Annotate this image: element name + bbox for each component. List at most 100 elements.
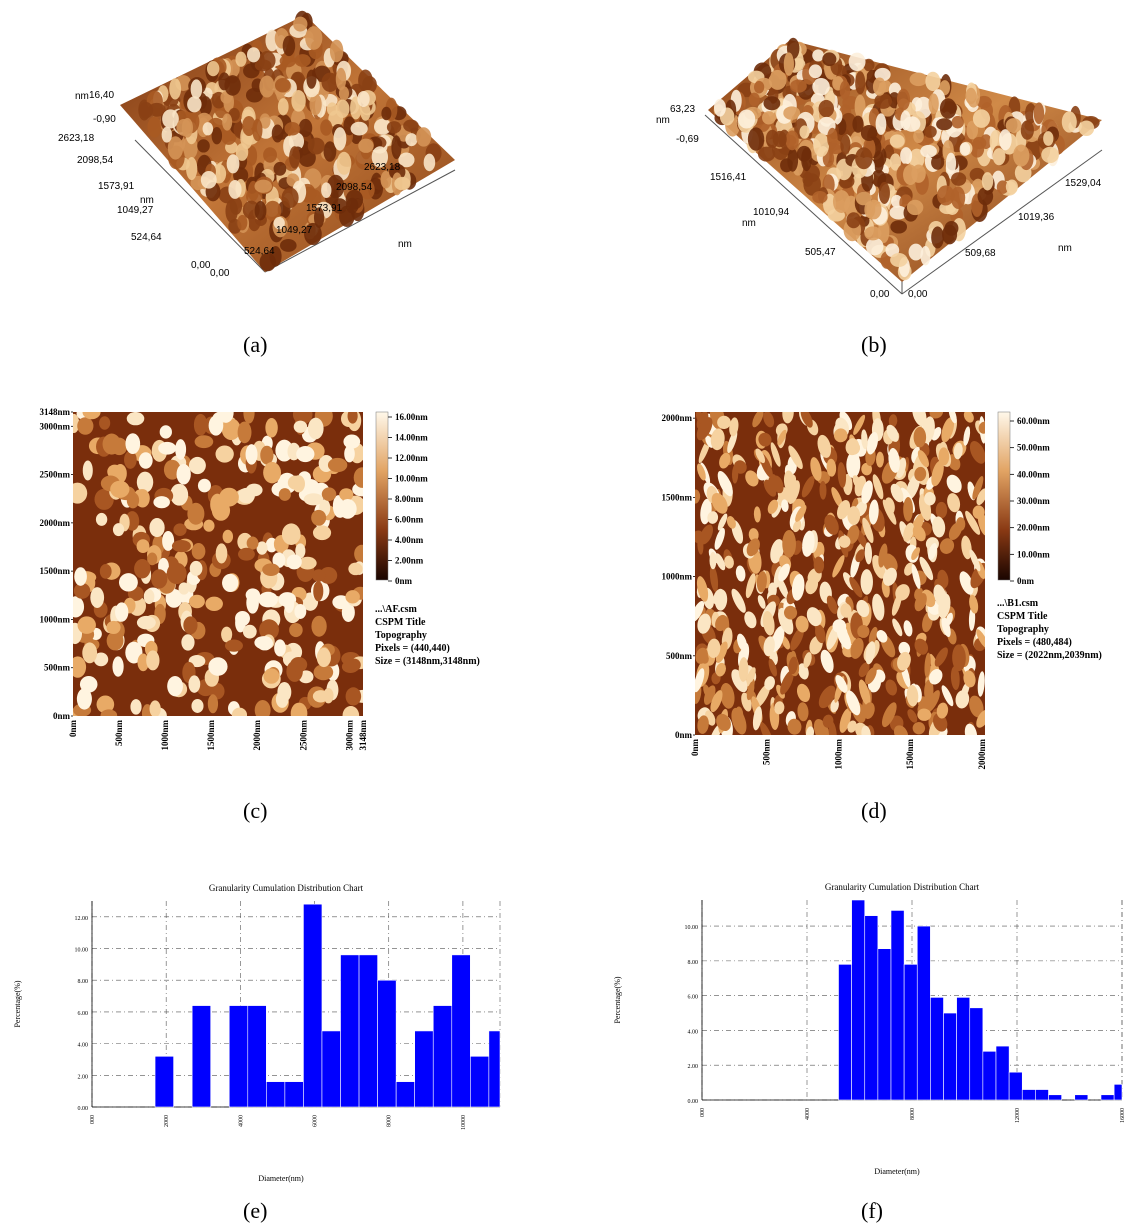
surface-bump [909,72,928,87]
grain [936,702,949,719]
grain [858,679,871,706]
surface-bump [398,152,415,168]
histogram-bar [956,997,971,1101]
surface-bump [832,190,851,214]
surface-bump [199,96,212,116]
surface-bump [359,179,375,200]
grain [343,434,361,449]
surface-bump [1005,179,1018,195]
surface-bump [801,147,812,172]
grain [818,685,836,709]
right-axis-tick-b: 1019,36 [1018,212,1055,223]
grain [746,538,760,557]
grain [938,593,951,619]
colorbar-tick-label-c: 14.00nm [395,433,428,443]
grain [858,662,870,678]
grain [345,590,360,604]
surface-bump [202,122,214,136]
surface-bump [190,79,203,99]
grain [745,573,756,599]
surface-bump [783,52,794,76]
grain [242,624,257,639]
surface-bump [329,39,344,63]
grain [296,446,315,463]
y-tick-label-c: 1000nm [39,614,70,624]
surface-bump [360,104,371,121]
surface-bump [405,133,418,147]
grain [735,565,746,582]
surface-bump [313,207,325,228]
grain [729,417,739,437]
grain [878,543,888,568]
grain [263,668,280,684]
grain [778,563,790,582]
grain [862,517,874,544]
grain [744,611,757,629]
surface-bump [304,222,322,246]
left-axis-tick-b: 505,47 [805,247,836,258]
surface-bump [848,52,866,72]
histogram-bar [358,954,378,1108]
surface-bump [999,129,1012,151]
grain [768,658,778,677]
grain [137,653,149,672]
colorbar-tick-label-d: 60.00nm [1017,416,1050,426]
grain [752,412,764,428]
grain [787,480,800,504]
grain [238,547,255,561]
surface-bump [799,125,810,139]
surface-bump [237,214,248,231]
colorbar-tick-label-c: 16.00nm [395,412,428,422]
surface-bump [772,130,787,148]
grain [715,641,728,663]
grain [222,529,234,544]
grain [194,435,214,449]
grain [738,657,749,682]
grain [874,669,886,683]
grain [173,523,187,537]
grain [969,440,985,464]
grain [94,488,114,510]
surface-bump [713,98,726,117]
grain [277,682,292,702]
surface-bump [280,239,297,252]
grain [231,707,248,716]
surface-bump [981,172,994,191]
surface-bump [161,126,172,143]
histogram-bar [969,1007,984,1101]
grain [715,614,728,632]
y-tick-label: 10.00 [75,948,89,954]
histogram-bar [414,1030,434,1108]
x-tick-label-d: 1500nm [905,739,915,770]
grain [197,478,211,493]
surface-bump [812,49,824,62]
grain [76,688,92,710]
surface-bump [939,98,957,119]
grain [969,549,981,572]
grain [176,463,191,485]
grain [964,723,978,735]
grain [188,456,206,475]
grain [188,675,201,693]
grain [93,652,109,667]
colorbar-tick-label-c: 8.00nm [395,494,424,504]
grain [136,539,150,553]
right-axis-tick-a: 2098,54 [336,182,373,193]
surface-bump [271,124,284,143]
left-axis-tick-a: 2098,54 [77,155,114,166]
surface-bump [976,95,992,109]
right-axis-unit-b: nm [1058,243,1072,254]
grain [720,682,735,709]
x-tick-label: 16000 [1120,1108,1126,1123]
grain [167,675,183,697]
grain [99,563,112,579]
x-tick-label: 2000 [164,1115,170,1127]
surface-bump [389,163,406,180]
grain [828,720,837,735]
right-axis-unit-a: nm [398,239,412,250]
left-axis-tick-a: 0,00 [191,260,211,271]
surface-bump [951,172,967,186]
file-info-line: Pixels = (480,484) [997,637,1072,648]
histogram-bar [470,1055,490,1108]
histogram-bar [321,1030,341,1108]
